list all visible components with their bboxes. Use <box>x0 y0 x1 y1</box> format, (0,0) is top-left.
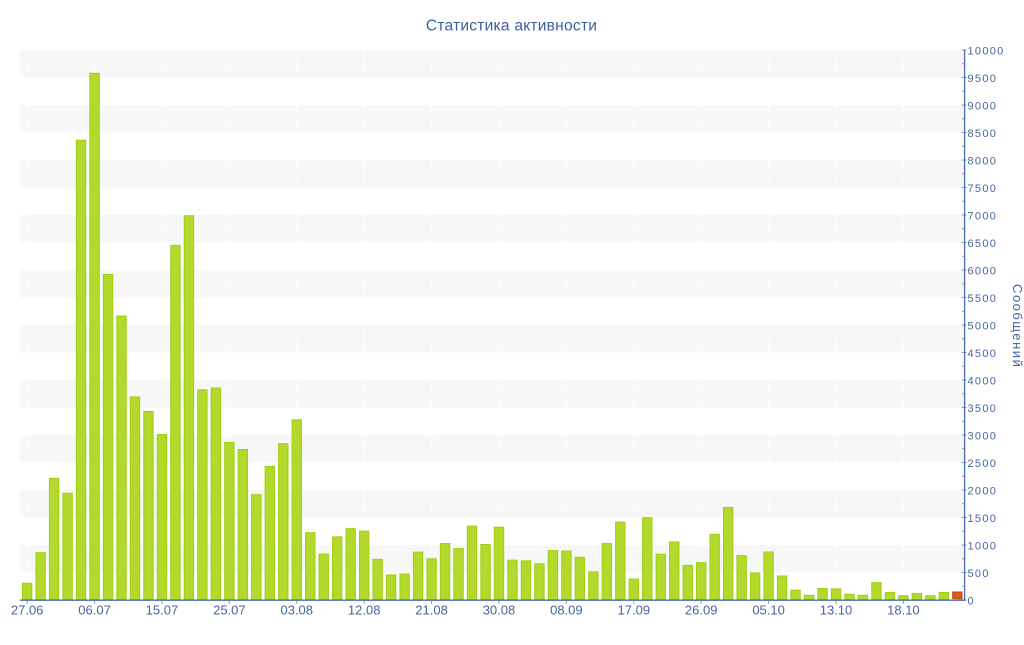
svg-text:4000: 4000 <box>968 375 998 387</box>
svg-text:2000: 2000 <box>968 485 998 497</box>
svg-text:25.07: 25.07 <box>213 603 246 618</box>
svg-text:8500: 8500 <box>968 128 998 140</box>
svg-text:0: 0 <box>968 595 975 607</box>
svg-text:21.08: 21.08 <box>415 603 448 618</box>
svg-text:17.09: 17.09 <box>618 603 651 618</box>
svg-text:08.09: 08.09 <box>550 603 583 618</box>
svg-text:3000: 3000 <box>968 430 998 442</box>
svg-text:5000: 5000 <box>968 320 998 332</box>
svg-text:1500: 1500 <box>968 513 998 525</box>
svg-text:9000: 9000 <box>968 100 998 112</box>
svg-text:18.10: 18.10 <box>887 603 920 618</box>
svg-text:3500: 3500 <box>968 403 998 415</box>
svg-text:26.09: 26.09 <box>685 603 718 618</box>
svg-text:12.08: 12.08 <box>348 603 381 618</box>
svg-text:10000: 10000 <box>968 45 1005 57</box>
svg-text:Сообщений: Сообщений <box>1010 284 1024 368</box>
svg-text:06.07: 06.07 <box>78 603 111 618</box>
svg-text:500: 500 <box>968 568 990 580</box>
svg-text:1000: 1000 <box>968 540 998 552</box>
svg-text:15.07: 15.07 <box>146 603 179 618</box>
svg-text:6500: 6500 <box>968 238 998 250</box>
svg-text:5500: 5500 <box>968 293 998 305</box>
svg-text:30.08: 30.08 <box>483 603 516 618</box>
svg-text:7000: 7000 <box>968 210 998 222</box>
svg-text:2500: 2500 <box>968 458 998 470</box>
svg-text:6000: 6000 <box>968 265 998 277</box>
svg-text:4500: 4500 <box>968 348 998 360</box>
svg-text:7500: 7500 <box>968 183 998 195</box>
svg-text:05.10: 05.10 <box>752 603 785 618</box>
svg-text:27.06: 27.06 <box>11 603 44 618</box>
svg-text:Статистика активности: Статистика активности <box>426 18 597 35</box>
svg-text:8000: 8000 <box>968 155 998 167</box>
svg-text:9500: 9500 <box>968 73 998 85</box>
svg-text:13.10: 13.10 <box>820 603 853 618</box>
svg-text:03.08: 03.08 <box>280 603 313 618</box>
